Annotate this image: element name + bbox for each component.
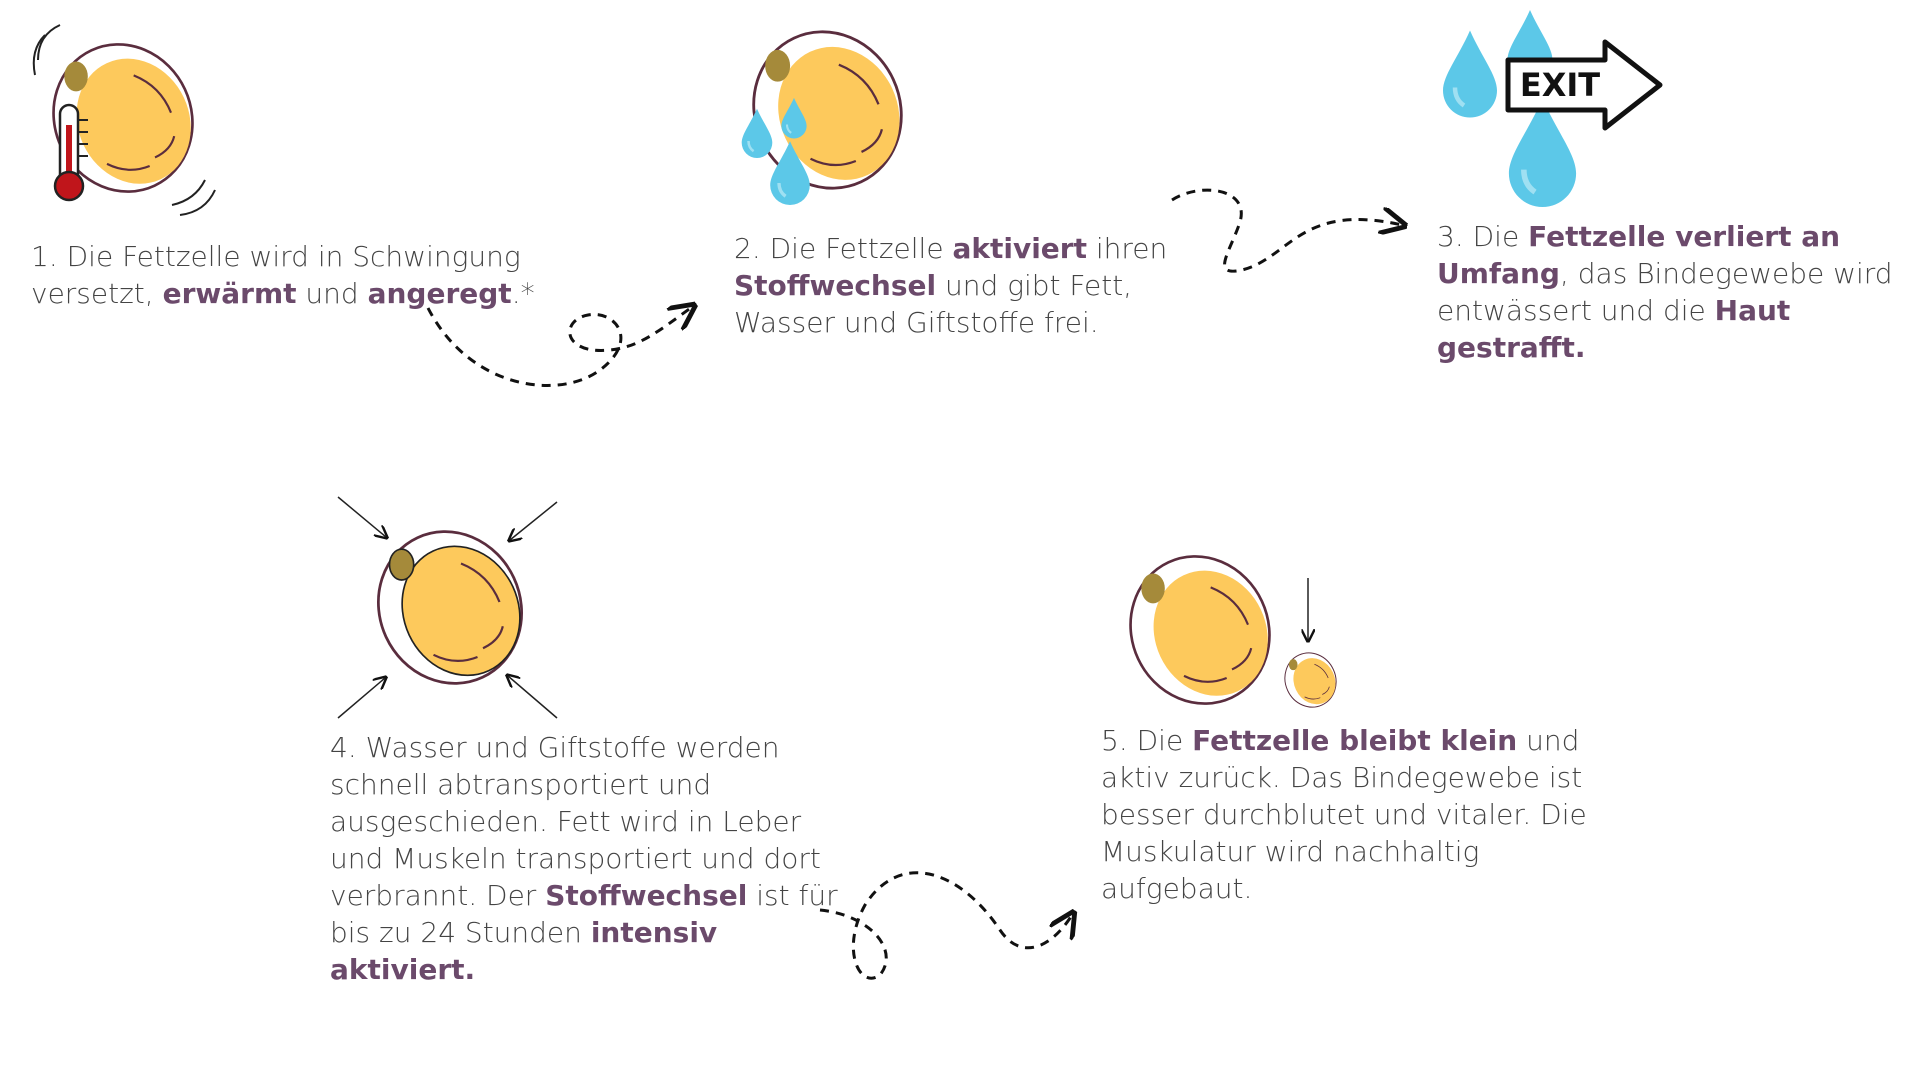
highlight-text: Stoffwechsel bbox=[545, 879, 748, 912]
step1-icon bbox=[32, 24, 216, 216]
step-text: 5. Die Fettzelle bleibt klein und aktiv … bbox=[1101, 722, 1591, 907]
highlight-text: Stoffwechsel bbox=[734, 269, 937, 302]
highlight-text: Fettzelle verliert an Umfang bbox=[1437, 220, 1841, 290]
body-text: und aktiv zurück. Das Bindegewebe ist be… bbox=[1101, 724, 1587, 905]
highlight-text: erwärmt bbox=[162, 277, 297, 310]
exit-label: EXIT bbox=[1520, 66, 1600, 104]
dashed-arrows bbox=[426, 188, 1402, 980]
body-text: 5. Die bbox=[1101, 724, 1193, 757]
highlight-text: aktiviert bbox=[952, 232, 1087, 265]
step-text: 2. Die Fettzelle aktiviert ihren Stoffwe… bbox=[734, 230, 1214, 341]
step-text: 4. Wasser und Giftstoffe werden schnell … bbox=[330, 729, 840, 988]
body-text: .* bbox=[511, 277, 535, 310]
step4-icon bbox=[337, 496, 558, 719]
highlight-text: angeregt bbox=[367, 277, 512, 310]
highlight-text: Fettzelle bleibt klein bbox=[1192, 724, 1518, 757]
step-text: 3. Die Fettzelle verliert an Umfang, das… bbox=[1437, 218, 1909, 366]
step-text: 1. Die Fettzelle wird in Schwingung vers… bbox=[31, 238, 551, 312]
highlight-text: intensiv aktiviert. bbox=[330, 916, 718, 986]
body-text: und bbox=[296, 277, 368, 310]
step3-icon: EXIT bbox=[1443, 10, 1663, 207]
body-text: 1. Die Fettzelle wird in Schwingung vers… bbox=[31, 240, 521, 310]
body-text: , das Bindegewebe wird entwässert und di… bbox=[1437, 257, 1893, 327]
body-text: 2. Die Fettzelle bbox=[734, 232, 953, 265]
body-text: ist für bis zu 24 Stunden bbox=[330, 879, 838, 949]
step2-icon bbox=[740, 25, 910, 206]
body-text: ihren bbox=[1086, 232, 1168, 265]
highlight-text: Haut gestrafft. bbox=[1437, 294, 1791, 364]
body-text: und gibt Fett, Wasser und Giftstoffe fre… bbox=[734, 269, 1133, 339]
body-text: 3. Die bbox=[1437, 220, 1529, 253]
step5-icon bbox=[1125, 550, 1338, 710]
body-text: 4. Wasser und Giftstoffe werden schnell … bbox=[330, 731, 821, 912]
